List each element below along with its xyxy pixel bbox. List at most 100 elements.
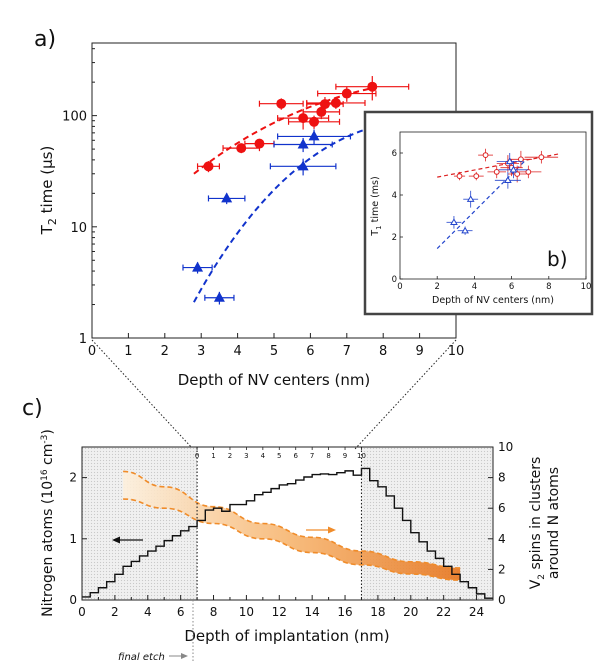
y-right-tick-label: 0: [498, 593, 506, 607]
band-upper-edge: [123, 470, 461, 569]
data-point-circle: [330, 97, 341, 108]
inner-tick-label: 10: [357, 452, 366, 460]
panel-a-fit-lines: [193, 86, 377, 303]
x-tick-label: 0: [397, 282, 402, 292]
data-point-triangle: [461, 226, 469, 234]
x-tick-label: 10: [239, 605, 254, 619]
x-tick-label: 9: [415, 344, 423, 359]
inner-tick-label: 9: [343, 452, 347, 460]
shaded-region-left: [82, 447, 198, 600]
x-tick-label: 3: [197, 344, 205, 359]
panel-b-points: [446, 148, 559, 235]
inner-tick-label: 4: [261, 452, 266, 460]
y-tick-label: 6: [392, 149, 397, 159]
x-tick-label: 4: [144, 605, 152, 619]
x-tick-label: 0: [88, 344, 96, 359]
y-tick-label: 0: [392, 275, 397, 285]
y-right-tick-label: 6: [498, 501, 506, 515]
final-etch-annotation: final etch: [118, 600, 194, 662]
data-point-circle: [525, 169, 532, 175]
panel-a-y-ticks: 1 10 100: [62, 48, 97, 347]
panel-b-frame: [399, 131, 587, 280]
panel-a-x-ticks: 0 1 2 3 4 5 6 7 8 9 10: [88, 333, 464, 359]
data-point-triangle: [297, 160, 309, 171]
y-left-tick-label: 0: [69, 593, 77, 607]
data-point-circle: [473, 173, 480, 180]
data-point-triangle: [192, 261, 204, 272]
x-tick-label: 0: [78, 605, 86, 619]
data-point-triangle: [509, 165, 518, 173]
x-tick-label: 18: [370, 605, 385, 619]
y-right-tick-label: 4: [498, 532, 506, 546]
panel-c-right-y-ticks: 0 2 4 6 8 10: [488, 440, 513, 607]
data-point-triangle: [505, 157, 514, 165]
data-point-circle: [456, 173, 463, 180]
x-tick-label: 6: [509, 282, 514, 292]
shaded-region-right: [361, 447, 493, 600]
y-tick-label: 100: [62, 110, 87, 125]
panel-b-y-axis-label: T1 time (ms): [370, 176, 383, 236]
panel-c-x-axis-label: Depth of implantation (nm): [184, 627, 389, 645]
y-tick-label: 10: [70, 221, 87, 236]
panel-b-x-axis-label: Depth of NV centers (nm): [432, 295, 554, 306]
left-axis-arrow: [112, 536, 143, 544]
x-tick-label: 2: [434, 282, 439, 292]
data-point-triangle: [504, 176, 512, 183]
x-tick-label: 5: [270, 344, 278, 359]
x-tick-label: 10: [581, 282, 592, 292]
x-tick-label: 1: [124, 344, 132, 359]
nitrogen-step-line: [82, 467, 493, 599]
data-point-circle: [493, 169, 500, 175]
panel-c-label: c): [22, 396, 43, 421]
panel-a-x-axis-label: Depth of NV centers (nm): [178, 371, 371, 389]
guide-line-right: [354, 339, 457, 450]
y-right-tick-label: 2: [498, 562, 506, 576]
x-tick-label: 24: [469, 605, 484, 619]
panel-c-x-ticks: 0 2 4 6 8 10 12 14 16 18 20 22 24: [78, 595, 484, 619]
panel-c-right-y-axis-label-line2: around N atoms: [546, 467, 562, 579]
panel-c-frame: [81, 446, 494, 601]
x-tick-label: 2: [161, 344, 169, 359]
x-tick-label: 14: [305, 605, 320, 619]
panel-a-points: [182, 76, 410, 305]
panel-c-inner-depth-ticks: 0 1 2 3 4 5 6 7 8 9 10: [195, 447, 366, 460]
x-tick-label: 4: [233, 344, 241, 359]
band-area: [123, 471, 461, 581]
inner-tick-label: 8: [326, 452, 330, 460]
x-tick-label: 16: [337, 605, 352, 619]
inner-tick-label: 3: [244, 452, 248, 460]
y-right-tick-label: 8: [498, 471, 506, 485]
data-point-triangle: [308, 130, 320, 141]
data-point-circle: [276, 98, 287, 109]
data-point-triangle: [213, 291, 225, 302]
data-point-triangle: [466, 195, 475, 202]
data-point-circle: [203, 161, 214, 172]
x-tick-label: 6: [177, 605, 185, 619]
panel-b: 0 2 4 6 8 10 0 2 4 6 b) Depth of NV centers (nm)…: [363, 110, 594, 316]
panel-b-x-ticks: 0 2 4 6 8 10: [397, 276, 591, 292]
data-point-triangle: [297, 138, 309, 149]
panel-c-left-y-ticks: 0 1 2: [69, 471, 87, 607]
panel-b-y-ticks: 0 2 4 6: [392, 149, 403, 285]
panel-c-nv-window-lines: [196, 447, 363, 600]
y-left-tick-label: 1: [69, 532, 77, 546]
data-point-circle: [518, 156, 524, 163]
x-tick-label: 8: [546, 282, 551, 292]
y-left-tick-label: 2: [69, 471, 77, 485]
data-point-circle: [367, 81, 378, 92]
guide-line-left: [91, 339, 194, 450]
x-tick-label: 8: [210, 605, 218, 619]
data-point-circle: [309, 116, 320, 127]
inner-tick-label: 6: [293, 452, 298, 460]
data-point-circle: [236, 143, 247, 154]
y-tick-label: 1: [79, 332, 87, 347]
fit-line-red: [193, 86, 377, 175]
final-etch-label: final etch: [118, 652, 165, 662]
x-tick-label: 12: [272, 605, 287, 619]
right-axis-arrow: [306, 526, 336, 534]
x-tick-label: 6: [306, 344, 314, 359]
data-point-circle: [254, 138, 265, 149]
panel-c-step-profile: [82, 467, 493, 599]
